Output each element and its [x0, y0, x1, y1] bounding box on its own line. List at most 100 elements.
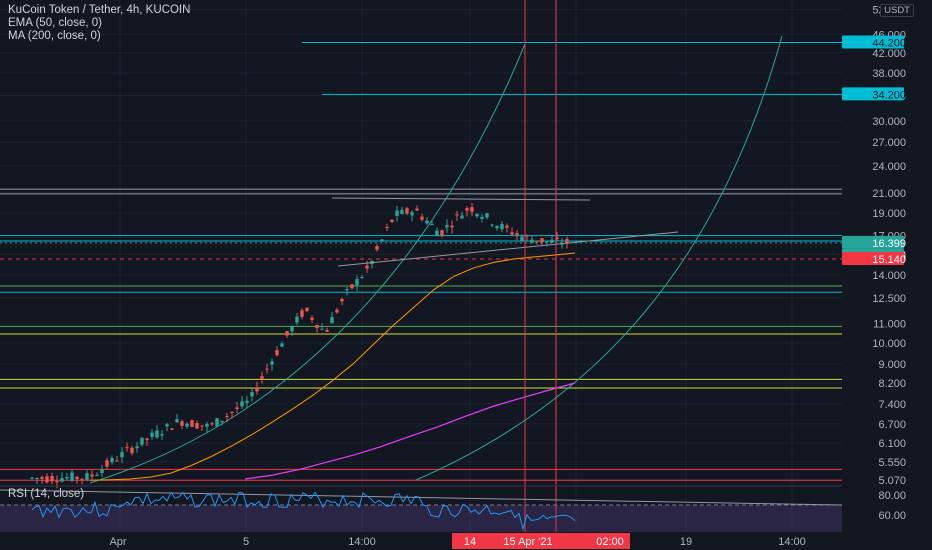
candle-body [385, 227, 389, 229]
candle-body [395, 210, 399, 216]
candle-body [105, 460, 109, 467]
price-tick-label: 38.000 [872, 68, 906, 80]
candle-body [40, 477, 44, 479]
candle-body [450, 225, 454, 228]
price-badge-label: 15.140 [872, 254, 906, 266]
candle-body [470, 207, 474, 212]
candle-body [135, 446, 139, 449]
candle-body [195, 422, 199, 429]
candle-body [355, 279, 359, 286]
price-tick-label: 6.100 [878, 438, 906, 450]
candle-body [390, 219, 394, 222]
parabolic-curve [415, 35, 783, 481]
candle-body [125, 447, 129, 449]
candle-body [275, 350, 279, 356]
candle-body [485, 213, 489, 218]
candle-body [90, 474, 94, 477]
ema-legend[interactable]: EMA (50, close, 0) [8, 17, 102, 29]
price-badge-label: 16.399 [872, 238, 906, 250]
candle-body [510, 232, 514, 235]
rsi-legend[interactable]: RSI (14, close) [8, 488, 85, 500]
candle-body [170, 428, 174, 430]
symbol-title[interactable]: KuCoin Token / Tether, 4h, KUCOIN [8, 4, 191, 16]
candle-body [500, 224, 504, 230]
candlesticks [30, 203, 569, 489]
candle-body [220, 420, 224, 422]
candle-body [525, 235, 529, 237]
candle-body [495, 226, 499, 229]
price-badge [842, 235, 904, 249]
candle-body [305, 307, 309, 311]
price-tick-label: 12.500 [872, 293, 906, 305]
price-tick-label: 9.000 [878, 359, 906, 371]
candle-body [250, 392, 254, 397]
candle-body [75, 476, 79, 480]
candle-body [35, 478, 39, 480]
candle-body [180, 421, 184, 426]
resistance-trendline [331, 197, 591, 201]
candle-body [50, 476, 54, 482]
rsi-band [0, 505, 842, 532]
candle-body [545, 240, 549, 242]
candle-body [145, 438, 149, 440]
price-tick-label: 19.000 [872, 208, 906, 220]
price-tick-label: 7.400 [878, 399, 906, 411]
candle-body [550, 239, 554, 243]
candle-body [540, 238, 544, 243]
candle-body [280, 343, 284, 347]
candle-body [475, 213, 479, 217]
candle-body [70, 472, 74, 481]
price-tick-label: 5.070 [878, 475, 906, 487]
price-tick-label: 30.000 [872, 116, 906, 128]
candle-body [260, 376, 264, 379]
candle-body [30, 477, 34, 479]
time-axis[interactable]: Apr 5 14:00 14 15 Apr '21 02:00 19 14:00 [0, 532, 932, 550]
price-badge-label: 44.200 [872, 37, 906, 49]
candle-body [205, 423, 209, 427]
candle-body [535, 240, 539, 242]
candle-body [45, 476, 49, 483]
candle-body [505, 225, 509, 228]
ma-legend[interactable]: MA (200, close, 0) [8, 30, 101, 42]
price-tick-label: 6.700 [878, 419, 906, 431]
candle-body [60, 478, 64, 482]
ma-line [244, 382, 576, 480]
candle-body [400, 209, 404, 214]
rsi-tick-label: 60.00 [878, 510, 906, 522]
candle-body [165, 424, 169, 427]
candle-body [380, 239, 384, 241]
price-tick-label: 10.000 [872, 338, 906, 350]
candle-body [310, 317, 314, 320]
rsi-line [31, 491, 576, 531]
candle-body [360, 276, 364, 278]
rsi-trendline [0, 489, 843, 506]
price-tick-label: 24.000 [872, 161, 906, 173]
candle-body [435, 230, 439, 236]
candle-body [410, 212, 414, 216]
horizontal-levels [0, 41, 842, 481]
candle-body [415, 208, 419, 211]
candle-body [210, 423, 214, 425]
candle-body [200, 425, 204, 427]
candle-body [160, 434, 164, 436]
candle-body [150, 432, 154, 437]
price-tick-label: 11.000 [873, 319, 906, 331]
time-range-highlight [452, 533, 630, 549]
parabolic-curves [89, 35, 783, 484]
candle-body [115, 460, 119, 462]
candle-body [345, 289, 349, 291]
candle-body [565, 239, 569, 244]
rsi-tick-label: 80.00 [878, 490, 906, 502]
candle-body [120, 452, 124, 458]
ema-line [89, 252, 576, 481]
candle-body [255, 387, 259, 392]
candle-body [350, 284, 354, 289]
time-tick-label: 5 [243, 536, 249, 548]
candle-body [480, 216, 484, 219]
price-axis[interactable]: 52.00046.00042.00038.00034.00030.00027.0… [842, 0, 932, 550]
candle-body [215, 418, 219, 427]
parabolic-curve [89, 43, 526, 484]
currency-label[interactable]: USDT [880, 4, 914, 17]
candle-body [465, 208, 469, 211]
